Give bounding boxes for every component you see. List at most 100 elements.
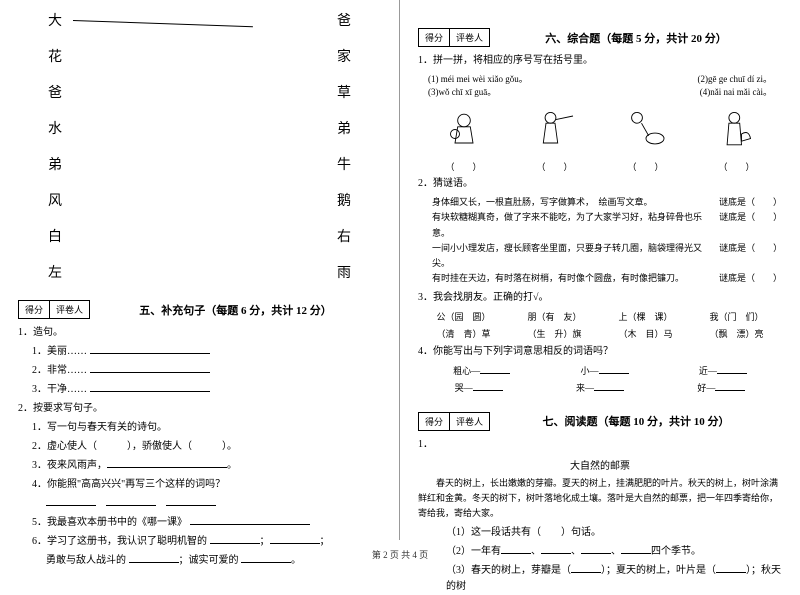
pair[interactable]: 我（门 们） [709, 310, 763, 323]
q6-1: 1．拼一拼，将相应的序号写在括号里。 [418, 53, 782, 69]
match-char: 大 [48, 10, 62, 30]
pair[interactable]: 上（棵 课） [618, 310, 672, 323]
blank[interactable] [270, 534, 320, 544]
section7-title: 七、阅读题（每题 10 分，共计 10 分） [490, 413, 782, 429]
item: 5．我最喜欢本册书中的《哪一课》 [32, 517, 187, 528]
blank[interactable] [715, 381, 745, 391]
blank[interactable] [480, 364, 510, 374]
paren[interactable]: （ ） [445, 160, 481, 173]
word: 小— [580, 366, 598, 376]
blank[interactable] [210, 534, 260, 544]
match-char: 白 [48, 226, 62, 246]
section5-header: 得分 评卷人 五、补充句子（每题 6 分，共计 12 分） [18, 300, 381, 319]
page-footer: 第 2 页 共 4 页 [0, 548, 800, 561]
match-char: 弟 [48, 154, 62, 174]
blank[interactable] [717, 364, 747, 374]
illus-flute-icon [527, 104, 582, 154]
score-label: 得分 [19, 301, 50, 318]
q1: 1．造句。 [18, 325, 381, 341]
blank[interactable] [90, 363, 210, 373]
item: 4．你能照"高高兴兴"再写三个这样的词吗？ [18, 477, 381, 493]
match-char: 左 [48, 262, 62, 282]
blank[interactable] [90, 382, 210, 392]
match-char: 雨 [337, 262, 351, 282]
match-char: 爸 [337, 10, 351, 30]
riddle: 有时挂在天边，有时落在树梢，有时像个圆盘，有时像把镰刀。 [432, 271, 684, 286]
pair[interactable]: （清 青）草 [436, 327, 490, 340]
sq1: （1）这一段话共有（ ）句话。 [418, 525, 782, 541]
q6-4: 4．你能写出与下列字词意思相反的词语吗？ [418, 344, 782, 360]
blank[interactable] [473, 381, 503, 391]
item: 2．非常…… [32, 365, 87, 376]
match-char: 弟 [337, 118, 351, 138]
matching-exercise: 大 花 爸 水 弟 风 白 左 爸 家 草 弟 牛 鹅 右 雨 [18, 10, 381, 282]
pair[interactable]: 公（园 圆） [436, 310, 490, 323]
grader-label: 评卷人 [450, 413, 489, 430]
item: 3．干净…… [32, 384, 87, 395]
word: 粗心— [453, 366, 480, 376]
pinyin: (3)wǒ chī xī guā。 [428, 85, 496, 98]
riddle: 一间小小理发店，瘦长顾客坐里面，只要身子转几圈，脑袋理得光又尖。 [432, 241, 719, 272]
item: 3．夜来风雨声， [32, 460, 107, 471]
pinyin: (2)gē ge chuī dí zi。 [698, 72, 772, 85]
grader-label: 评卷人 [450, 29, 489, 46]
match-char: 牛 [337, 154, 351, 174]
paren[interactable]: （ ） [536, 160, 572, 173]
section6-title: 六、综合题（每题 5 分，共计 20 分） [490, 30, 782, 46]
blank[interactable] [46, 496, 96, 506]
word: 来— [576, 383, 594, 393]
blank[interactable] [106, 496, 156, 506]
grader-label: 评卷人 [50, 301, 89, 318]
answer[interactable]: 谜底是（ ） [719, 241, 782, 272]
section7-header: 得分 评卷人 七、阅读题（每题 10 分，共计 10 分） [418, 412, 782, 431]
q6-3: 3．我会找朋友。正确的打√。 [418, 290, 782, 306]
match-right-col: 爸 家 草 弟 牛 鹅 右 雨 [337, 10, 351, 282]
match-char: 家 [337, 46, 351, 66]
paren[interactable]: （ ） [718, 160, 754, 173]
illus-eating-icon [436, 104, 491, 154]
answer[interactable]: 谜底是（ ） [719, 195, 782, 210]
answer[interactable]: 谜底是（ ） [719, 210, 782, 241]
blank[interactable] [716, 563, 746, 573]
paren[interactable]: （ ） [627, 160, 663, 173]
riddle: 有块软糖糊真奇，做了字来不能吃，为了大家学习好，粘身碎骨也乐意。 [432, 210, 719, 241]
pair[interactable]: 朋（有 友） [527, 310, 581, 323]
blank[interactable] [594, 381, 624, 391]
blank[interactable] [190, 515, 310, 525]
item: 1．美丽…… [32, 346, 87, 357]
illus-dog-icon [618, 104, 673, 154]
item: 2．虚心使人（ ），骄傲使人（ ）。 [18, 439, 381, 455]
q2: 2．按要求写句子。 [18, 401, 381, 417]
item: 1．写一句与春天有关的诗句。 [18, 420, 381, 436]
pinyin: (1) méi mei wèi xiǎo gǒu。 [428, 72, 528, 85]
word: 近— [699, 366, 717, 376]
match-char: 右 [337, 226, 351, 246]
pair[interactable]: （飘 漂）亮 [709, 327, 763, 340]
pair[interactable]: （生 升）旗 [527, 327, 581, 340]
match-char: 草 [337, 82, 351, 102]
illustration-row [418, 104, 782, 154]
score-label: 得分 [419, 413, 450, 430]
match-char: 水 [48, 118, 62, 138]
blank[interactable] [166, 496, 216, 506]
blank[interactable] [571, 563, 601, 573]
word: 好— [697, 383, 715, 393]
blank[interactable] [107, 458, 227, 468]
reading-title: 大自然的邮票 [418, 457, 782, 472]
reading-text: 春天的树上，长出嫩嫩的芽瓣。夏天的树上，挂满肥肥的叶片。秋天的树上，树叶涂满鲜红… [418, 476, 782, 522]
pair[interactable]: （木 目）马 [618, 327, 672, 340]
answer[interactable]: 谜底是（ ） [719, 271, 782, 286]
blank[interactable] [90, 344, 210, 354]
blank[interactable] [599, 364, 629, 374]
match-char: 爸 [48, 82, 62, 102]
q7-1: 1． [418, 437, 782, 453]
riddle: 绘画写文章。 [599, 197, 653, 207]
match-char: 鹅 [337, 190, 351, 210]
section6-header: 得分 评卷人 六、综合题（每题 5 分，共计 20 分） [418, 28, 782, 47]
word: 哭— [455, 383, 473, 393]
item: 6．学习了这册书，我认识了聪明机智的 [32, 536, 207, 547]
match-char: 花 [48, 46, 62, 66]
match-left-col: 大 花 爸 水 弟 风 白 左 [48, 10, 62, 282]
pinyin: (4)nǎi nai mǎi cài。 [700, 85, 772, 98]
match-char: 风 [48, 190, 62, 210]
